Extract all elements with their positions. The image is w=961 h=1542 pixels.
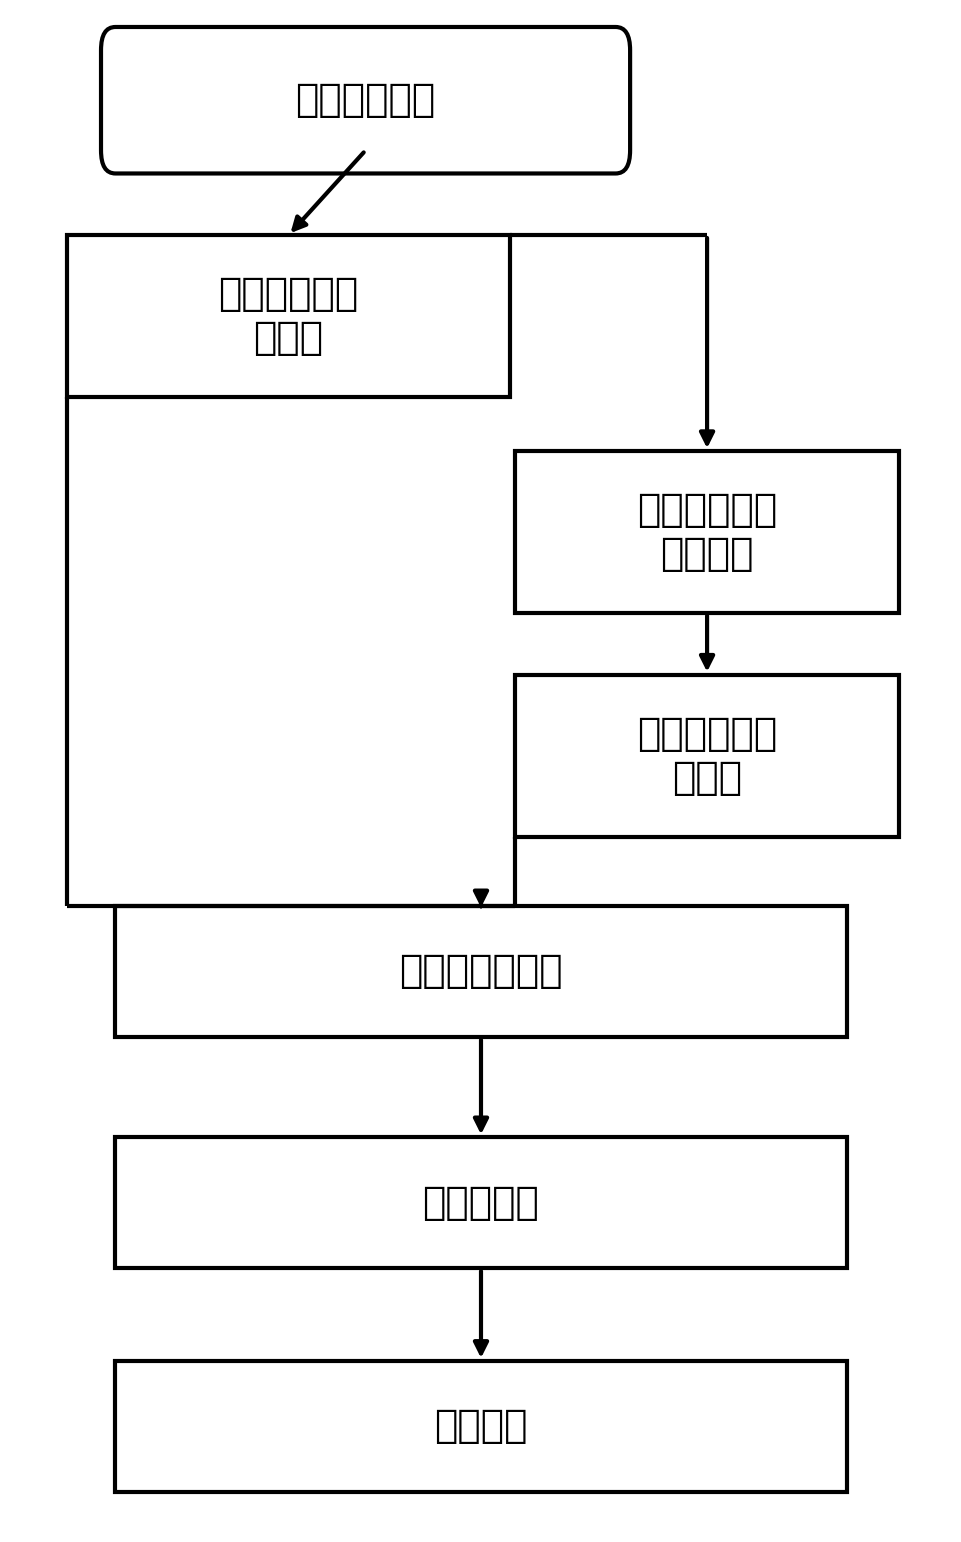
Text: 生成待检图像
直方图: 生成待检图像 直方图 <box>218 274 358 358</box>
Bar <box>115 1362 846 1493</box>
Text: 隶属度矩阵: 隶属度矩阵 <box>422 1184 539 1221</box>
Bar <box>67 234 509 396</box>
FancyBboxPatch shape <box>101 26 629 173</box>
Text: 拟合直方图分
解曲线: 拟合直方图分 解曲线 <box>636 714 776 797</box>
Text: 读取待检图像: 读取待检图像 <box>295 82 435 119</box>
Bar <box>115 1138 846 1268</box>
Text: 缺陷定位: 缺陷定位 <box>433 1408 528 1445</box>
Text: 定义隶属度函数: 定义隶属度函数 <box>399 953 562 990</box>
Text: 采集属于背景
的数据点: 采集属于背景 的数据点 <box>636 490 776 574</box>
Bar <box>115 905 846 1038</box>
Bar <box>514 675 899 836</box>
Bar <box>514 450 899 612</box>
